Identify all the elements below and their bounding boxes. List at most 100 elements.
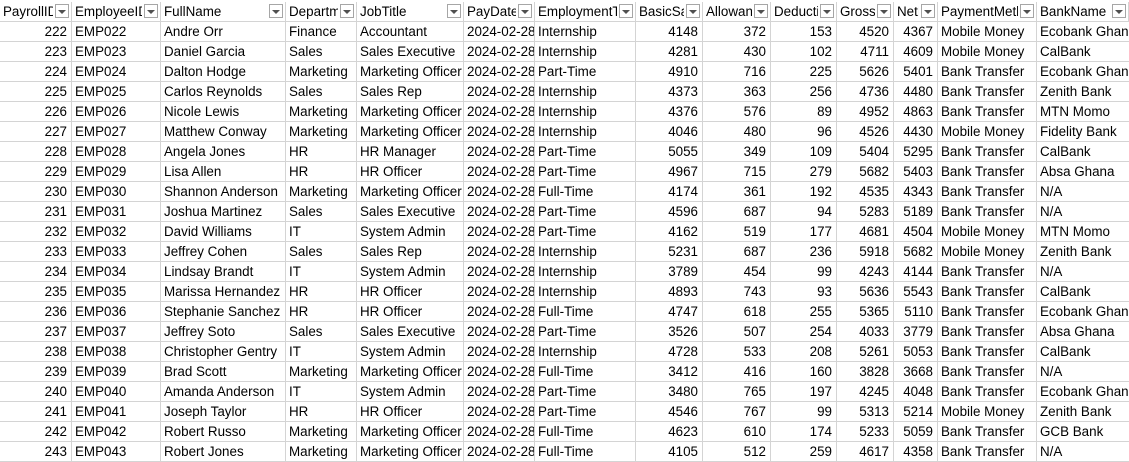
cell-type[interactable]: Part-Time	[535, 202, 636, 222]
cell-basic[interactable]: 4376	[636, 102, 703, 122]
cell-dept[interactable]: HR	[286, 162, 357, 182]
cell-allow[interactable]: 430	[703, 42, 771, 62]
cell-deduct[interactable]: 153	[771, 22, 837, 42]
cell-method[interactable]: Bank Transfer	[938, 102, 1037, 122]
cell-allow[interactable]: 767	[703, 402, 771, 422]
cell-deduct[interactable]: 96	[771, 122, 837, 142]
cell-name[interactable]: Jeffrey Soto	[161, 322, 286, 342]
cell-deduct[interactable]: 99	[771, 402, 837, 422]
header-basic[interactable]: BasicSalary	[636, 2, 703, 22]
cell-payroll[interactable]: 234	[0, 262, 72, 282]
cell-dept[interactable]: Sales	[286, 42, 357, 62]
cell-method[interactable]: Bank Transfer	[938, 422, 1037, 442]
cell-net[interactable]: 4343	[894, 182, 938, 202]
cell-gross[interactable]: 5404	[837, 142, 894, 162]
cell-emp[interactable]: EMP023	[72, 42, 161, 62]
cell-deduct[interactable]: 109	[771, 142, 837, 162]
cell-date[interactable]: 2024-02-28	[464, 102, 535, 122]
cell-basic[interactable]: 4281	[636, 42, 703, 62]
filter-dropdown-icon[interactable]	[1112, 4, 1126, 18]
cell-deduct[interactable]: 93	[771, 282, 837, 302]
cell-bank[interactable]: N/A	[1037, 262, 1129, 282]
cell-method[interactable]: Bank Transfer	[938, 162, 1037, 182]
cell-gross[interactable]: 5682	[837, 162, 894, 182]
filter-dropdown-icon[interactable]	[269, 4, 283, 18]
cell-method[interactable]: Mobile Money	[938, 402, 1037, 422]
cell-deduct[interactable]: 255	[771, 302, 837, 322]
cell-gross[interactable]: 4952	[837, 102, 894, 122]
cell-gross[interactable]: 4736	[837, 82, 894, 102]
cell-net[interactable]: 5214	[894, 402, 938, 422]
cell-allow[interactable]: 507	[703, 322, 771, 342]
cell-net[interactable]: 5403	[894, 162, 938, 182]
cell-basic[interactable]: 5055	[636, 142, 703, 162]
cell-type[interactable]: Internship	[535, 122, 636, 142]
cell-method[interactable]: Mobile Money	[938, 242, 1037, 262]
cell-deduct[interactable]: 279	[771, 162, 837, 182]
cell-net[interactable]: 4609	[894, 42, 938, 62]
cell-dept[interactable]: IT	[286, 342, 357, 362]
cell-deduct[interactable]: 208	[771, 342, 837, 362]
cell-emp[interactable]: EMP035	[72, 282, 161, 302]
header-dept[interactable]: Department	[286, 2, 357, 22]
cell-emp[interactable]: EMP031	[72, 202, 161, 222]
cell-gross[interactable]: 5365	[837, 302, 894, 322]
cell-gross[interactable]: 4243	[837, 262, 894, 282]
header-date[interactable]: PayDate	[464, 2, 535, 22]
cell-gross[interactable]: 4681	[837, 222, 894, 242]
cell-net[interactable]: 5682	[894, 242, 938, 262]
cell-net[interactable]: 5295	[894, 142, 938, 162]
cell-date[interactable]: 2024-02-28	[464, 302, 535, 322]
cell-basic[interactable]: 4623	[636, 422, 703, 442]
cell-name[interactable]: Shannon Anderson	[161, 182, 286, 202]
cell-net[interactable]: 4144	[894, 262, 938, 282]
cell-gross[interactable]: 4535	[837, 182, 894, 202]
filter-dropdown-icon[interactable]	[754, 4, 768, 18]
cell-date[interactable]: 2024-02-28	[464, 242, 535, 262]
cell-date[interactable]: 2024-02-28	[464, 82, 535, 102]
cell-method[interactable]: Bank Transfer	[938, 282, 1037, 302]
cell-allow[interactable]: 687	[703, 202, 771, 222]
cell-deduct[interactable]: 89	[771, 102, 837, 122]
cell-basic[interactable]: 3526	[636, 322, 703, 342]
cell-dept[interactable]: HR	[286, 142, 357, 162]
cell-method[interactable]: Mobile Money	[938, 222, 1037, 242]
cell-type[interactable]: Part-Time	[535, 382, 636, 402]
cell-name[interactable]: Stephanie Sanchez	[161, 302, 286, 322]
cell-net[interactable]: 4863	[894, 102, 938, 122]
cell-method[interactable]: Mobile Money	[938, 22, 1037, 42]
cell-emp[interactable]: EMP026	[72, 102, 161, 122]
cell-emp[interactable]: EMP039	[72, 362, 161, 382]
cell-payroll[interactable]: 238	[0, 342, 72, 362]
cell-allow[interactable]: 454	[703, 262, 771, 282]
cell-job[interactable]: Marketing Officer	[357, 182, 464, 202]
cell-type[interactable]: Internship	[535, 282, 636, 302]
cell-deduct[interactable]: 177	[771, 222, 837, 242]
cell-bank[interactable]: GCB Bank	[1037, 422, 1129, 442]
cell-allow[interactable]: 372	[703, 22, 771, 42]
cell-basic[interactable]: 4596	[636, 202, 703, 222]
cell-gross[interactable]: 5233	[837, 422, 894, 442]
cell-date[interactable]: 2024-02-28	[464, 382, 535, 402]
cell-payroll[interactable]: 227	[0, 122, 72, 142]
cell-dept[interactable]: IT	[286, 382, 357, 402]
cell-date[interactable]: 2024-02-28	[464, 342, 535, 362]
cell-emp[interactable]: EMP028	[72, 142, 161, 162]
filter-dropdown-icon[interactable]	[55, 4, 69, 18]
cell-allow[interactable]: 576	[703, 102, 771, 122]
cell-emp[interactable]: EMP029	[72, 162, 161, 182]
cell-method[interactable]: Bank Transfer	[938, 362, 1037, 382]
cell-bank[interactable]: CalBank	[1037, 42, 1129, 62]
cell-bank[interactable]: N/A	[1037, 442, 1129, 462]
cell-dept[interactable]: Sales	[286, 322, 357, 342]
cell-name[interactable]: Matthew Conway	[161, 122, 286, 142]
header-allow[interactable]: Allowances	[703, 2, 771, 22]
cell-payroll[interactable]: 225	[0, 82, 72, 102]
cell-basic[interactable]: 4046	[636, 122, 703, 142]
cell-net[interactable]: 5189	[894, 202, 938, 222]
cell-gross[interactable]: 4245	[837, 382, 894, 402]
cell-emp[interactable]: EMP040	[72, 382, 161, 402]
cell-deduct[interactable]: 197	[771, 382, 837, 402]
filter-dropdown-icon[interactable]	[144, 4, 158, 18]
